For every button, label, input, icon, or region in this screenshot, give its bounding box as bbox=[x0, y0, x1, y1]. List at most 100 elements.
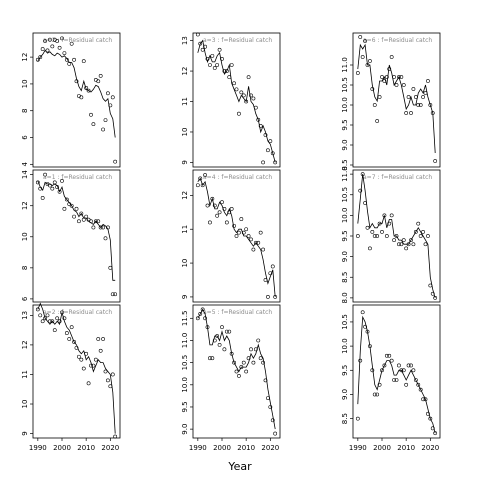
y-tick-label: 10.5 bbox=[341, 187, 349, 203]
y-tick-label: 10.5 bbox=[341, 314, 349, 330]
observed-point bbox=[421, 397, 425, 402]
observed-point bbox=[203, 173, 207, 177]
observed-point bbox=[205, 203, 210, 208]
observed-point bbox=[387, 67, 392, 71]
observed-point bbox=[399, 368, 404, 373]
x-tick-label: 2020 bbox=[101, 444, 119, 452]
observed-point bbox=[224, 220, 229, 225]
observed-point bbox=[375, 119, 380, 123]
fitted-line bbox=[357, 43, 436, 154]
observed-point bbox=[404, 111, 409, 115]
observed-point bbox=[93, 357, 98, 362]
y-tick-label: 9.0 bbox=[341, 251, 349, 262]
observed-point bbox=[360, 172, 365, 177]
observed-point bbox=[55, 316, 60, 321]
observed-point bbox=[404, 246, 409, 251]
y-tick-label: 8.5 bbox=[341, 413, 349, 424]
observed-point bbox=[220, 56, 224, 61]
observed-point bbox=[222, 207, 227, 211]
observed-point bbox=[110, 95, 115, 100]
y-tick-label: 9 bbox=[21, 431, 29, 435]
observed-point bbox=[74, 206, 79, 211]
observed-point bbox=[387, 221, 392, 226]
observed-point bbox=[246, 234, 251, 238]
observed-point bbox=[372, 103, 377, 107]
observed-point bbox=[380, 368, 384, 373]
observed-point bbox=[406, 363, 411, 368]
y-tick-label: 10 bbox=[21, 400, 29, 409]
observed-point bbox=[84, 86, 89, 90]
observed-point bbox=[48, 37, 52, 42]
observed-point bbox=[232, 223, 236, 228]
observed-point bbox=[35, 307, 40, 312]
observed-point bbox=[377, 382, 382, 387]
observed-point bbox=[101, 127, 105, 132]
x-tick-label: 2010 bbox=[237, 444, 255, 452]
observed-point bbox=[270, 264, 275, 269]
fitted-line bbox=[357, 315, 436, 434]
observed-point bbox=[263, 378, 268, 383]
observed-point bbox=[64, 197, 69, 202]
observed-point bbox=[108, 265, 113, 270]
y-tick-label: 11 bbox=[21, 370, 29, 379]
observed-point bbox=[372, 234, 377, 238]
observed-point bbox=[198, 176, 203, 181]
observed-point bbox=[253, 105, 258, 110]
observed-point bbox=[428, 283, 433, 288]
observed-point bbox=[38, 186, 43, 191]
observed-point bbox=[237, 111, 241, 116]
observed-point bbox=[365, 63, 370, 67]
observed-point bbox=[413, 95, 418, 99]
observed-point bbox=[198, 41, 203, 46]
observed-point bbox=[195, 32, 200, 37]
observed-point bbox=[232, 360, 236, 365]
observed-point bbox=[60, 178, 64, 183]
observed-point bbox=[428, 416, 433, 421]
y-tick-label: 10.5 bbox=[341, 77, 349, 93]
y-tick-label: 10.0 bbox=[341, 97, 349, 113]
observed-point bbox=[212, 203, 217, 208]
observed-point bbox=[239, 90, 244, 95]
observed-point bbox=[106, 225, 110, 230]
x-tick-label: 2020 bbox=[421, 444, 439, 452]
observed-point bbox=[212, 66, 217, 70]
observed-point bbox=[229, 351, 234, 356]
observed-point bbox=[210, 53, 215, 58]
observed-point bbox=[384, 353, 389, 358]
observed-point bbox=[370, 87, 375, 91]
observed-point bbox=[113, 159, 118, 164]
observed-point bbox=[60, 36, 64, 41]
observed-point bbox=[229, 63, 234, 67]
observed-point bbox=[205, 325, 210, 330]
observed-point bbox=[368, 344, 372, 349]
observed-point bbox=[416, 221, 421, 226]
observed-point bbox=[261, 247, 265, 252]
fitted-line bbox=[37, 180, 116, 281]
observed-point bbox=[382, 363, 387, 368]
observed-point bbox=[370, 368, 375, 373]
observed-point bbox=[224, 69, 229, 73]
observed-point bbox=[108, 103, 113, 108]
observed-point bbox=[382, 213, 387, 218]
observed-point bbox=[77, 219, 81, 224]
observed-point bbox=[263, 133, 268, 137]
observed-point bbox=[241, 230, 246, 235]
y-tick-label: 10.0 bbox=[181, 377, 189, 393]
observed-point bbox=[273, 160, 278, 165]
x-tick-label: 1990 bbox=[29, 444, 47, 452]
observed-point bbox=[62, 51, 67, 56]
observed-point bbox=[251, 247, 256, 252]
observed-point bbox=[406, 95, 411, 99]
y-tick-label: 8 bbox=[21, 108, 29, 112]
observed-point bbox=[423, 91, 428, 95]
observed-point bbox=[215, 334, 220, 338]
observed-point bbox=[244, 227, 249, 232]
observed-point bbox=[266, 295, 270, 299]
observed-point bbox=[203, 44, 207, 49]
observed-point bbox=[106, 91, 110, 96]
observed-point bbox=[370, 229, 375, 234]
observed-point bbox=[79, 357, 84, 362]
observed-point bbox=[55, 185, 60, 189]
observed-point bbox=[384, 75, 389, 79]
observed-point bbox=[394, 234, 399, 238]
